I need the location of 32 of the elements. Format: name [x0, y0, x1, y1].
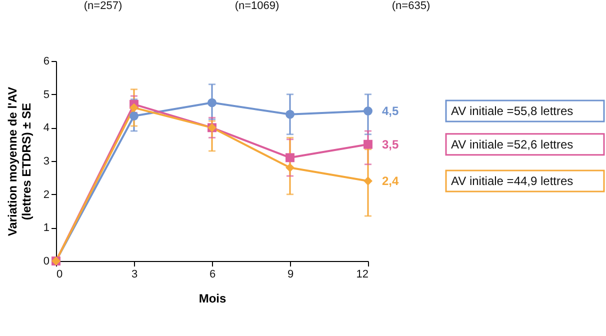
point — [286, 163, 294, 172]
text: AV initiale =55,8 lettres — [451, 104, 574, 118]
y-tick-label: 5 — [43, 88, 50, 101]
x-tick-label: 6 — [209, 268, 216, 280]
text: AV initiale =52,6 lettres — [451, 137, 574, 152]
point — [286, 153, 294, 162]
y-tick-label: 3 — [43, 156, 50, 168]
x-axis-title: Mois — [198, 292, 226, 306]
y-tick-label: 2 — [43, 188, 50, 201]
y-tick-label: 0 — [43, 256, 50, 268]
y-axis-title: Variation moyenne de l'AV (lettres ETDRS) ± SE — [5, 86, 34, 236]
point — [286, 110, 294, 119]
text: (n=257) — [84, 0, 122, 12]
point — [364, 140, 372, 149]
text: (n=1069) — [234, 0, 280, 12]
text: (n=635) — [392, 0, 430, 12]
x-tick-label: 3 — [131, 268, 138, 280]
point — [208, 98, 216, 108]
y-tick-label: 6 — [43, 56, 50, 68]
data-label: 4,5 — [382, 104, 400, 118]
text: AV initiale =44,9 lettres — [451, 174, 574, 188]
point — [130, 112, 138, 120]
x-tick-label: 12 — [356, 268, 368, 280]
x-tick-label: 9 — [287, 268, 294, 280]
y-tick-label: 1 — [43, 222, 50, 234]
y-tick-label: 4 — [43, 122, 50, 134]
point — [364, 176, 372, 186]
point — [130, 103, 138, 112]
data-label: 2,4 — [382, 174, 400, 188]
x-tick-label: 0 — [56, 268, 63, 280]
point — [364, 106, 372, 116]
data-label: 3,5 — [382, 137, 400, 152]
